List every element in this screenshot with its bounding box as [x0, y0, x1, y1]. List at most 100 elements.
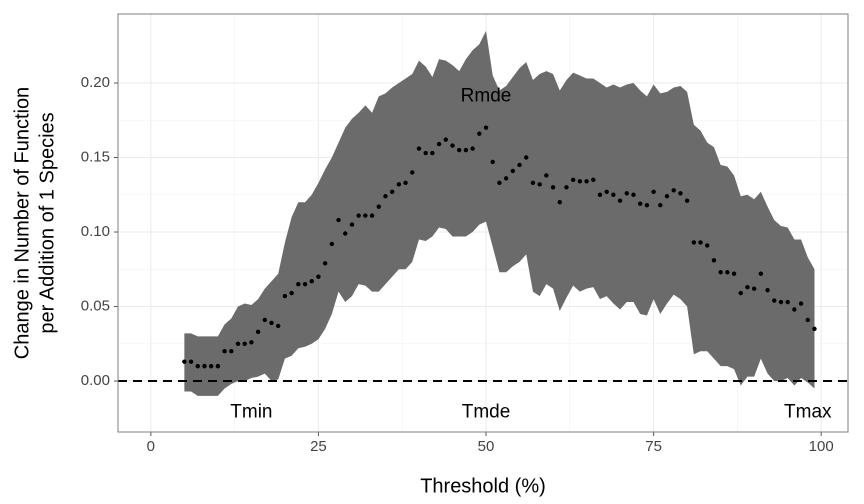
- point: [738, 290, 743, 296]
- point: [698, 240, 703, 245]
- point: [624, 191, 629, 196]
- point: [751, 286, 757, 291]
- point: [705, 243, 710, 248]
- x-tick-label: 50: [478, 438, 495, 455]
- x-tick-label: 100: [809, 438, 834, 455]
- point: [745, 284, 750, 290]
- point: [497, 180, 502, 186]
- point: [765, 287, 770, 293]
- point: [577, 179, 583, 184]
- point: [349, 222, 355, 227]
- point: [584, 179, 589, 184]
- point: [262, 317, 268, 323]
- point: [363, 213, 368, 218]
- point: [383, 194, 388, 199]
- point: [483, 125, 489, 130]
- point: [356, 213, 361, 218]
- point: [289, 290, 294, 296]
- x-axis-title: Threshold (%): [420, 475, 546, 497]
- y-axis-title: Change in Number of Function: [11, 87, 33, 359]
- annotation: Tmin: [230, 401, 272, 422]
- point: [678, 191, 683, 196]
- point: [235, 341, 241, 346]
- point: [798, 301, 804, 306]
- point: [591, 177, 596, 183]
- point: [215, 363, 221, 369]
- point: [296, 281, 301, 287]
- point: [557, 200, 562, 205]
- point: [443, 137, 448, 142]
- point: [725, 270, 730, 275]
- confidence-band: [184, 30, 815, 396]
- point: [637, 201, 643, 206]
- point: [463, 147, 469, 153]
- point: [450, 143, 455, 148]
- point: [195, 363, 200, 369]
- point: [403, 180, 408, 186]
- point: [249, 340, 254, 345]
- point: [691, 240, 697, 245]
- point: [651, 189, 656, 194]
- point: [322, 261, 328, 266]
- y-tick-label: 0.20: [81, 74, 110, 91]
- point: [276, 323, 281, 329]
- point: [309, 278, 314, 284]
- point: [718, 270, 723, 275]
- point: [671, 188, 676, 193]
- point: [778, 299, 784, 305]
- point: [336, 217, 341, 223]
- point: [410, 170, 415, 175]
- point: [537, 182, 542, 187]
- point: [343, 231, 348, 236]
- point: [812, 326, 817, 332]
- point: [772, 298, 777, 303]
- point: [470, 146, 475, 151]
- point: [282, 293, 288, 299]
- y-tick-label: 0.05: [81, 297, 110, 314]
- point: [416, 146, 422, 151]
- point: [329, 241, 335, 247]
- point: [550, 185, 556, 190]
- annotation: Tmax: [784, 401, 832, 422]
- point: [617, 198, 623, 203]
- point: [222, 349, 227, 354]
- point: [457, 147, 462, 153]
- point: [510, 168, 516, 174]
- annotation: Tmde: [462, 401, 511, 422]
- point: [785, 299, 790, 305]
- point: [530, 180, 536, 186]
- plot-border: [117, 13, 849, 433]
- point: [664, 194, 670, 199]
- point: [570, 177, 576, 183]
- y-axis-title: per Addition of 1 Species: [36, 112, 58, 333]
- point: [369, 213, 375, 218]
- point: [564, 185, 569, 190]
- point: [684, 198, 690, 203]
- point: [229, 349, 234, 354]
- point: [658, 202, 663, 208]
- point: [423, 150, 428, 156]
- point: [302, 281, 308, 287]
- point: [597, 192, 603, 197]
- point: [805, 317, 810, 323]
- x-tick-label: 25: [310, 438, 327, 455]
- point: [389, 189, 395, 194]
- point: [242, 341, 247, 346]
- point: [255, 329, 261, 335]
- y-tick-label: 0.00: [81, 372, 110, 389]
- point: [477, 131, 482, 136]
- point: [611, 192, 616, 197]
- x-tick-label: 75: [645, 438, 662, 455]
- point: [208, 363, 214, 369]
- point: [503, 176, 509, 181]
- point: [631, 192, 636, 197]
- point: [430, 150, 435, 156]
- point: [792, 307, 797, 312]
- point: [182, 359, 187, 364]
- point: [436, 141, 442, 147]
- point: [490, 159, 495, 165]
- annotation: Rmde: [461, 85, 512, 106]
- point: [604, 189, 609, 194]
- point: [524, 155, 529, 160]
